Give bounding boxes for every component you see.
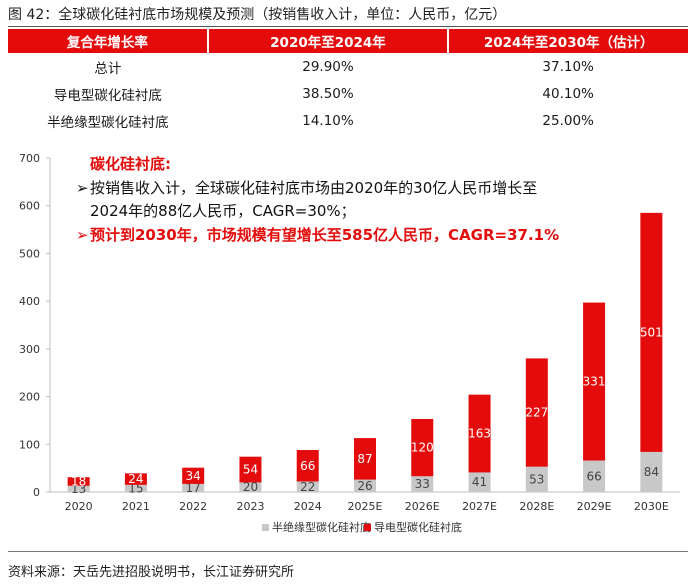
y-tick-label: 300 bbox=[19, 343, 40, 356]
data-label: 15 bbox=[128, 481, 143, 495]
source-note: 资料来源：天岳先进招股说明书，长江证券研究所 bbox=[8, 565, 295, 580]
table-header-cell: 2020年至2024年 bbox=[207, 29, 450, 53]
bar-segment bbox=[124, 473, 147, 485]
bar-segment bbox=[239, 456, 262, 483]
title-divider bbox=[8, 26, 688, 27]
bar-segment bbox=[182, 467, 205, 484]
y-tick-label: 400 bbox=[19, 295, 40, 308]
bar-segment bbox=[525, 466, 548, 492]
annotation-heading: 碳化硅衬底: bbox=[90, 155, 171, 173]
table-row: 总计 29.90% 37.10% bbox=[8, 53, 688, 80]
bar-segment bbox=[239, 482, 262, 492]
y-tick-label: 100 bbox=[19, 438, 40, 451]
annotation-text: 按销售收入计，全球碳化硅衬底市场由2020年的30亿人民币增长至 bbox=[90, 178, 538, 197]
bar-segment bbox=[182, 483, 205, 492]
x-tick-label: 2025E bbox=[348, 500, 383, 513]
data-label: 501 bbox=[640, 325, 663, 339]
data-label: 66 bbox=[300, 459, 315, 473]
table-cell: 25.00% bbox=[542, 112, 594, 129]
legend-label: 导电型碳化硅衬底 bbox=[374, 520, 462, 534]
bar-segment bbox=[354, 479, 376, 492]
x-tick-label: 2023 bbox=[236, 500, 264, 513]
bar-segment bbox=[468, 394, 491, 473]
annotation-line: 2024年的88亿人民币，CAGR=30%； bbox=[90, 202, 356, 220]
table-cell: 29.90% bbox=[302, 58, 354, 75]
legend-swatch bbox=[364, 524, 371, 531]
y-tick-label: 200 bbox=[19, 391, 40, 404]
table-row: 半绝缘型碳化硅衬底 14.10% 25.00% bbox=[8, 107, 688, 134]
bar-segment bbox=[67, 485, 90, 492]
bar-segment bbox=[296, 481, 319, 492]
table-cell: 37.10% bbox=[542, 58, 594, 75]
data-label: 20 bbox=[243, 480, 258, 494]
cagr-table: 复合年增长率 2020年至2024年 2024年至2030年（估计） 总计 29… bbox=[8, 29, 688, 134]
x-tick-label: 2024 bbox=[294, 500, 322, 513]
y-tick-label: 0 bbox=[33, 486, 40, 499]
bar-segment bbox=[640, 451, 663, 492]
table-header-row: 复合年增长率 2020年至2024年 2024年至2030年（估计） bbox=[8, 29, 688, 53]
data-label: 87 bbox=[357, 452, 372, 466]
bar-segment bbox=[468, 472, 491, 492]
data-label: 120 bbox=[411, 441, 434, 455]
x-tick-label: 2026E bbox=[405, 500, 440, 513]
data-label: 26 bbox=[357, 479, 372, 493]
bar-segment bbox=[411, 476, 434, 492]
data-label: 53 bbox=[529, 472, 544, 486]
y-tick-label: 600 bbox=[19, 200, 40, 213]
annotation-line-highlight: ➢预计到2030年，市场规模有望增长至585亿人民币，CAGR=37.1% bbox=[76, 224, 559, 248]
bar-segment bbox=[67, 477, 90, 486]
data-label: 84 bbox=[644, 465, 659, 479]
data-label: 34 bbox=[186, 469, 201, 483]
figure-title: 图 42：全球碳化硅衬底市场规模及预测（按销售收入计，单位：人民币，亿元） bbox=[8, 7, 507, 23]
data-label: 17 bbox=[186, 481, 201, 495]
bullet-arrow-icon: ➢ bbox=[76, 225, 89, 244]
bar-segment bbox=[296, 450, 319, 482]
bar-segment bbox=[583, 302, 606, 461]
bar-segment bbox=[640, 212, 663, 452]
data-label: 18 bbox=[71, 475, 86, 489]
annotation-text: 预计到2030年，市场规模有望增长至585亿人民币，CAGR=37.1% bbox=[90, 225, 560, 244]
bullet-arrow-icon: ➢ bbox=[76, 178, 89, 197]
legend-label: 半绝缘型碳化硅衬底 bbox=[272, 520, 371, 534]
y-tick-label: 700 bbox=[19, 152, 40, 165]
stacked-bar-chart: 0100200300400500600700131820201524202117… bbox=[19, 152, 680, 534]
annotation-line: ➢按销售收入计，全球碳化硅衬底市场由2020年的30亿人民币增长至 bbox=[76, 177, 559, 201]
data-label: 24 bbox=[128, 472, 143, 486]
table-cell: 总计 bbox=[94, 60, 122, 77]
bar-segment bbox=[525, 358, 548, 467]
data-label: 54 bbox=[243, 463, 258, 477]
table-header-cell: 2024年至2030年（估计） bbox=[448, 29, 688, 53]
y-tick-label: 500 bbox=[19, 247, 40, 260]
data-label: 33 bbox=[415, 477, 430, 491]
legend-swatch bbox=[262, 524, 269, 531]
x-tick-label: 2028E bbox=[519, 500, 554, 513]
table-header-cell: 复合年增长率 bbox=[8, 29, 209, 53]
data-label: 331 bbox=[583, 375, 606, 389]
x-tick-label: 2030E bbox=[634, 500, 669, 513]
table-cell: 14.10% bbox=[302, 112, 354, 129]
table-cell: 半绝缘型碳化硅衬底 bbox=[47, 114, 169, 131]
x-tick-label: 2021 bbox=[122, 500, 150, 513]
x-tick-label: 2029E bbox=[577, 500, 612, 513]
bar-segment bbox=[124, 484, 147, 492]
table-cell: 40.10% bbox=[542, 85, 594, 102]
data-label: 227 bbox=[525, 406, 548, 420]
bar-segment bbox=[354, 438, 376, 480]
bar-segment bbox=[411, 418, 434, 477]
footer-divider bbox=[8, 551, 688, 552]
data-label: 163 bbox=[468, 427, 491, 441]
x-tick-label: 2020 bbox=[65, 500, 93, 513]
data-label: 22 bbox=[300, 480, 315, 494]
table-cell: 导电型碳化硅衬底 bbox=[53, 87, 162, 104]
bar-segment bbox=[583, 460, 606, 492]
table-row: 导电型碳化硅衬底 38.50% 40.10% bbox=[8, 80, 688, 107]
x-tick-label: 2027E bbox=[462, 500, 497, 513]
table-cell: 38.50% bbox=[302, 85, 354, 102]
data-label: 66 bbox=[586, 469, 601, 483]
x-tick-label: 2022 bbox=[179, 500, 207, 513]
chart-annotation: 碳化硅衬底: ➢按销售收入计，全球碳化硅衬底市场由2020年的30亿人民币增长至… bbox=[76, 153, 559, 247]
data-label: 41 bbox=[472, 475, 487, 489]
